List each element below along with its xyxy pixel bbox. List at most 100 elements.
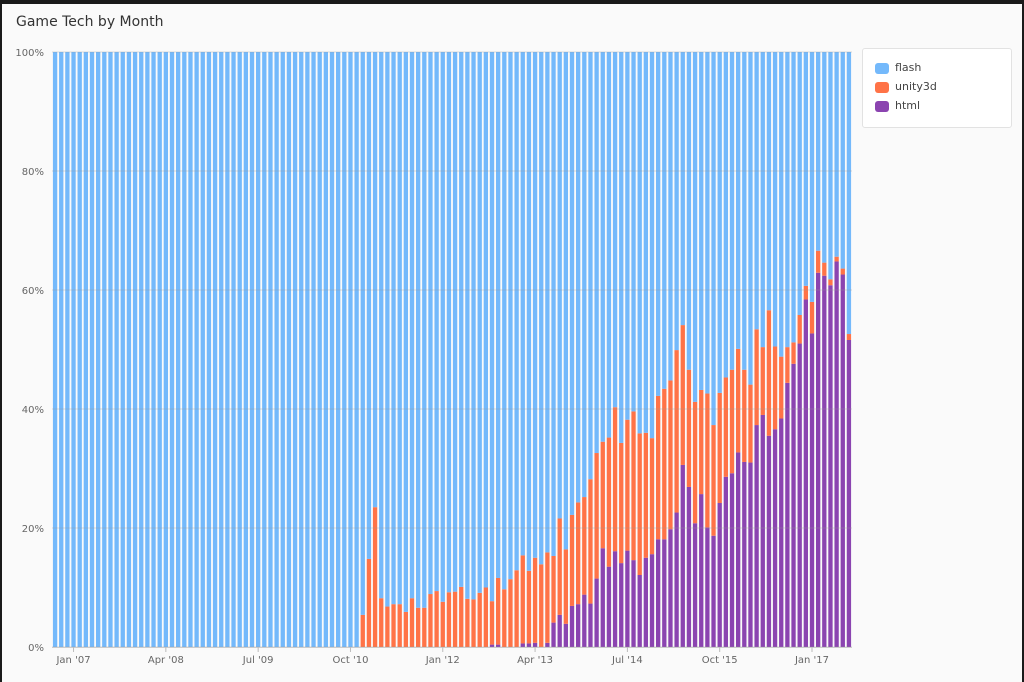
bar-flash <box>446 52 452 593</box>
bar-html <box>791 363 796 647</box>
bar-unity3d <box>612 407 618 552</box>
bar-unity3d <box>680 325 685 465</box>
bar-unity3d <box>600 441 605 549</box>
bar-flash <box>120 52 125 647</box>
bar-html <box>576 604 581 647</box>
bar-unity3d <box>834 256 839 262</box>
bar-html <box>680 464 685 647</box>
bar-unity3d <box>637 433 642 575</box>
bar-flash <box>157 52 162 647</box>
bar-flash <box>194 52 199 647</box>
bar-unity3d <box>668 380 673 530</box>
bar-html <box>742 461 747 647</box>
bar-unity3d <box>846 334 852 340</box>
bar-flash <box>576 52 581 503</box>
bar-flash <box>471 52 476 600</box>
bar-flash <box>379 52 384 599</box>
bar-html <box>656 539 661 647</box>
bar-flash <box>502 52 507 590</box>
bar-html <box>532 642 538 647</box>
bar-unity3d <box>446 592 452 647</box>
bar-flash <box>452 52 458 592</box>
bar-unity3d <box>379 598 384 647</box>
bar-html <box>803 299 808 647</box>
bar-unity3d <box>366 558 372 647</box>
bar-unity3d <box>508 579 513 647</box>
legend-label: unity3d <box>895 80 937 93</box>
bar-unity3d <box>606 437 612 567</box>
bar-flash <box>816 52 821 251</box>
bar-flash <box>612 52 618 408</box>
bar-html <box>489 644 495 647</box>
bar-flash <box>83 52 88 647</box>
bar-flash <box>680 52 685 326</box>
bar-flash <box>89 52 95 647</box>
bar-html <box>606 566 612 647</box>
legend-swatch <box>875 100 889 112</box>
bar-flash <box>514 52 519 571</box>
x-tick-label: Jul '09 <box>242 655 274 666</box>
bar-flash <box>729 52 735 370</box>
bar-flash <box>188 52 193 647</box>
bar-unity3d <box>736 348 741 453</box>
bar-unity3d <box>471 599 476 647</box>
bar-flash <box>692 52 698 402</box>
bar-flash <box>231 52 236 647</box>
bar-unity3d <box>520 555 525 644</box>
bar-html <box>619 563 624 647</box>
bar-html <box>692 523 698 647</box>
bar-unity3d <box>557 518 562 615</box>
bar-unity3d <box>760 347 765 415</box>
bar-html <box>545 642 550 647</box>
bar-flash <box>280 52 285 647</box>
legend-item-unity3d[interactable]: unity3d <box>875 80 937 94</box>
bar-html <box>760 414 765 647</box>
bar-flash <box>539 52 544 565</box>
bar-flash <box>668 52 673 381</box>
legend-item-html[interactable]: html <box>875 99 920 113</box>
bar-html <box>520 643 525 647</box>
bar-flash <box>342 52 347 647</box>
bar-flash <box>212 52 218 647</box>
x-tick-label: Jul '14 <box>611 655 643 666</box>
bar-flash <box>588 52 593 480</box>
x-tick-label: Apr '13 <box>517 655 553 666</box>
bar-flash <box>299 52 304 647</box>
bar-html <box>496 644 501 647</box>
bar-flash <box>176 52 181 647</box>
bar-html <box>729 473 735 647</box>
bar-unity3d <box>582 497 587 595</box>
bar-unity3d <box>416 607 421 647</box>
bar-flash <box>699 52 704 390</box>
legend-label: flash <box>895 61 922 74</box>
bar-html <box>779 418 784 647</box>
bar-html <box>557 614 562 647</box>
bar-unity3d <box>779 356 784 419</box>
bar-unity3d <box>569 514 575 606</box>
bar-unity3d <box>723 377 728 477</box>
bar-unity3d <box>785 347 790 383</box>
bar-unity3d <box>563 549 568 624</box>
bar-flash <box>760 52 765 348</box>
bar-flash <box>428 52 433 595</box>
legend-item-flash[interactable]: flash <box>875 61 921 75</box>
y-tick-label: 20% <box>22 524 44 535</box>
bar-html <box>594 578 599 647</box>
bar-flash <box>102 52 107 647</box>
bar-unity3d <box>502 589 507 647</box>
bar-flash <box>262 52 267 647</box>
bar-unity3d <box>403 611 408 647</box>
bar-html <box>668 529 673 647</box>
bar-unity3d <box>428 594 433 647</box>
bar-flash <box>686 52 692 370</box>
bar-unity3d <box>514 570 519 647</box>
bar-html <box>588 603 593 647</box>
bar-flash <box>545 52 550 553</box>
bar-unity3d <box>692 401 698 524</box>
x-tick-label: Apr '08 <box>148 655 184 666</box>
bar-flash <box>459 52 464 587</box>
bar-html <box>674 512 679 647</box>
bar-html <box>705 527 710 647</box>
x-tick-label: Oct '15 <box>702 655 738 666</box>
stacked-bar-chart: 0% 20% 40% 60% 80% 100% Jan '07 Apr '08 Jul '09 O… <box>15 48 852 666</box>
